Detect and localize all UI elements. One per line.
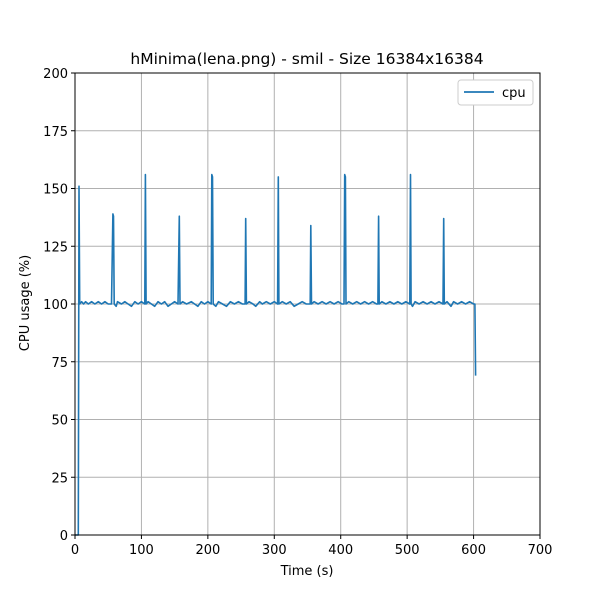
x-tick-label-500: 500	[395, 543, 420, 558]
series-line-cpu	[75, 173, 477, 536]
chart-title: hMinima(lena.png) - smil - Size 16384x16…	[130, 50, 483, 68]
x-tick-label-200: 200	[195, 543, 220, 558]
x-tick-label-600: 600	[461, 543, 486, 558]
y-tick-label-25: 25	[51, 471, 68, 486]
y-axis: 0 25 50 75 100 125 150 175 200	[43, 67, 75, 544]
x-tick-label-100: 100	[129, 543, 154, 558]
x-tick-label-0: 0	[71, 543, 79, 558]
y-tick-label-75: 75	[51, 356, 68, 371]
y-tick-label-100: 100	[43, 298, 68, 313]
y-tick-label-125: 125	[43, 240, 68, 255]
y-tick-label-50: 50	[51, 414, 68, 429]
y-tick-label-0: 0	[60, 529, 68, 544]
x-axis: 0 100 200 300 400 500 600 700	[71, 535, 553, 558]
legend-label-cpu: cpu	[502, 86, 526, 101]
x-tick-label-400: 400	[328, 543, 353, 558]
legend: cpu	[457, 79, 534, 106]
legend-box	[457, 79, 534, 106]
x-tick-label-300: 300	[262, 543, 287, 558]
y-axis-label: CPU usage (%)	[18, 255, 33, 351]
x-axis-label: Time (s)	[280, 564, 334, 579]
y-tick-label-200: 200	[43, 67, 68, 82]
x-tick-label-700: 700	[528, 543, 553, 558]
series-layer	[75, 173, 477, 536]
y-tick-label-175: 175	[43, 125, 68, 140]
y-tick-label-150: 150	[43, 183, 68, 198]
